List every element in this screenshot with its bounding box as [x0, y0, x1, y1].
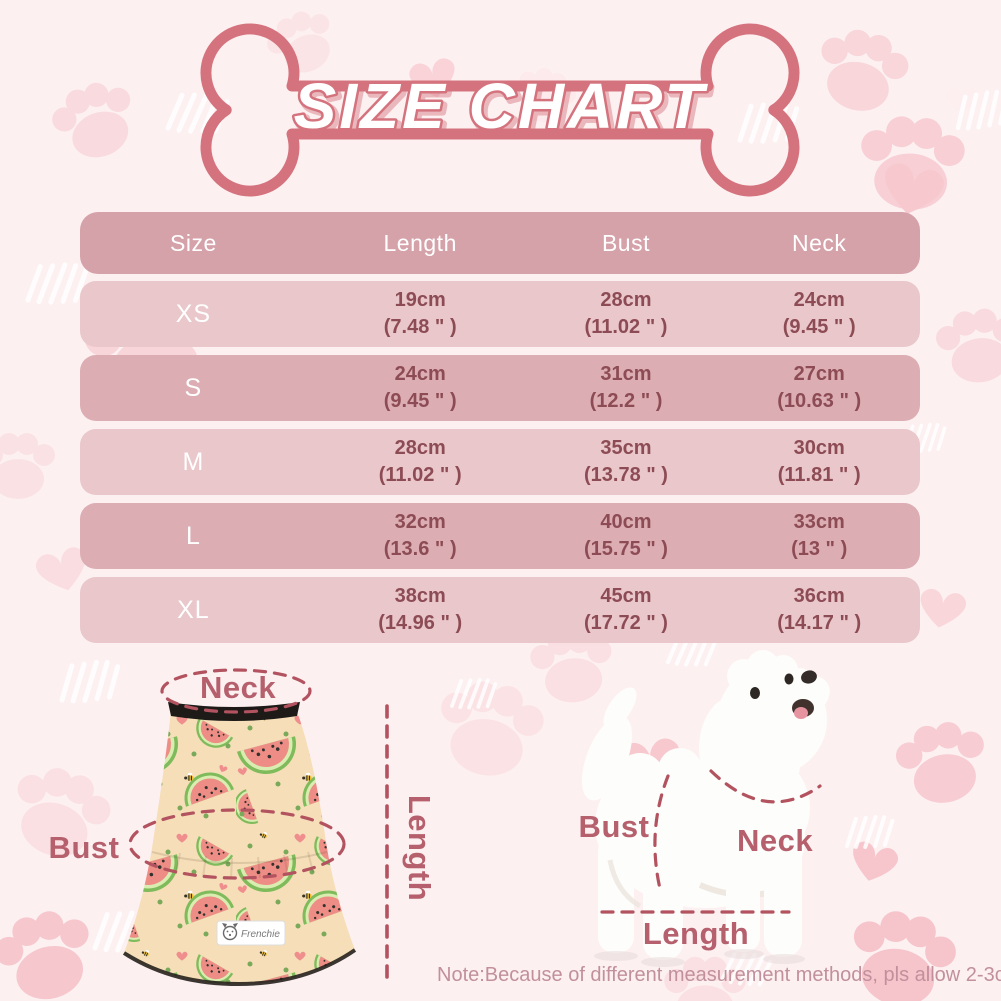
table-row-l: L 32cm (13.6 " ) 40cm (15.75 " ) 33cm (13 "… [80, 503, 920, 569]
header-bust: Bust [601, 229, 650, 256]
bust-cm: 40cm [600, 511, 652, 533]
length-cm: 32cm [394, 511, 446, 533]
shirt-body [124, 711, 355, 984]
watermelon-shirt-illustration: Frenchie [122, 668, 389, 988]
length-in: (13.6 " ) [383, 538, 457, 560]
neck-in: (10.63 " ) [777, 390, 862, 412]
brand-tag: Frenchie [216, 920, 286, 946]
table-row-xl: XL 38cm (14.96 " ) 45cm (17.72 " ) 36cm (14… [80, 577, 920, 643]
neck-value: 27cm (10.63 " ) [718, 361, 920, 415]
neck-value: 36cm (14.17 " ) [718, 583, 920, 637]
length-cm: 28cm [394, 437, 446, 459]
neck-in: (11.81 " ) [777, 464, 861, 486]
bust-cm: 28cm [600, 289, 652, 311]
bust-value: 40cm (15.75 " ) [534, 509, 719, 563]
page-title-shadow: SIZE CHART [297, 73, 712, 145]
dog-neck-measure-line [709, 769, 822, 804]
length-value: 32cm (13.6 " ) [307, 509, 534, 563]
bust-value: 45cm (17.72 " ) [534, 583, 719, 637]
size-table: Size Length Bust Neck XS 19cm (7.48 " ) 2… [80, 212, 920, 651]
length-in: (7.48 " ) [383, 316, 457, 338]
bust-in: (15.75 " ) [584, 538, 668, 560]
neck-cm: 33cm [793, 511, 845, 533]
size-label: XS [175, 299, 212, 328]
header-length: Length [383, 229, 457, 256]
bust-value: 35cm (13.78 " ) [534, 435, 719, 489]
bust-in: (13.78 " ) [584, 464, 668, 486]
page-title: SIZE CHART [294, 70, 709, 142]
dog-length-label: Length [642, 916, 750, 951]
neck-cm: 36cm [793, 585, 845, 607]
length-cm: 38cm [394, 585, 446, 607]
length-in: (9.45 " ) [383, 390, 457, 412]
bust-cm: 35cm [600, 437, 652, 459]
neck-value: 24cm (9.45 " ) [718, 287, 920, 341]
neck-in: (9.45 " ) [782, 316, 856, 338]
length-in: (14.96 " ) [378, 612, 463, 634]
bust-in: (17.72 " ) [584, 612, 668, 634]
neck-measure-ellipse [160, 668, 312, 714]
length-value: 38cm (14.96 " ) [307, 583, 534, 637]
neck-in: (13 " ) [791, 538, 848, 560]
table-header-row: Size Length Bust Neck [80, 212, 920, 274]
dog-bust-measure-line [653, 774, 670, 895]
size-label: XL [177, 595, 210, 624]
bust-in: (12.2 " ) [589, 390, 663, 412]
size-label: S [184, 373, 203, 402]
header-neck: Neck [791, 229, 847, 256]
dog-bust-label: Bust [578, 809, 650, 844]
garment-length-label: Length [402, 794, 437, 902]
brand-tag-label: Frenchie [241, 929, 280, 940]
bust-value: 28cm (11.02 " ) [534, 287, 719, 341]
garment-neck-label: Neck [199, 670, 277, 705]
garment-bust-label: Bust [48, 830, 120, 865]
length-cm: 24cm [394, 363, 446, 385]
table-row-s: S 24cm (9.45 " ) 31cm (12.2 " ) 27cm (10.63… [80, 355, 920, 421]
bust-value: 31cm (12.2 " ) [534, 361, 719, 415]
dog-neck-label: Neck [736, 823, 814, 858]
header-size: Size [170, 229, 217, 256]
size-label: L [185, 521, 201, 550]
neck-cm: 30cm [793, 437, 845, 459]
bust-measure-ellipse [128, 808, 346, 880]
table-row-xs: XS 19cm (7.48 " ) 28cm (11.02 " ) 24cm (9.4… [80, 281, 920, 347]
neck-value: 30cm (11.81 " ) [718, 435, 920, 489]
size-label: M [182, 447, 205, 476]
bust-cm: 31cm [600, 363, 652, 385]
bust-in: (11.02 " ) [584, 316, 668, 338]
measurement-note: Note:Because of different measurement me… [437, 964, 1001, 986]
shirt-hem [122, 948, 357, 987]
length-in: (11.02 " ) [378, 464, 462, 486]
length-cm: 19cm [394, 289, 446, 311]
bust-cm: 45cm [600, 585, 652, 607]
bone-icon [200, 23, 800, 197]
neck-cm: 24cm [793, 289, 845, 311]
table-row-m: M 28cm (11.02 " ) 35cm (13.78 " ) 30cm (11.… [80, 429, 920, 495]
neck-in: (14.17 " ) [777, 612, 862, 634]
neck-value: 33cm (13 " ) [718, 509, 920, 563]
length-value: 19cm (7.48 " ) [307, 287, 534, 341]
length-value: 24cm (9.45 " ) [307, 361, 534, 415]
neck-cm: 27cm [793, 363, 845, 385]
dog-illustration [581, 650, 830, 967]
length-value: 28cm (11.02 " ) [307, 435, 534, 489]
